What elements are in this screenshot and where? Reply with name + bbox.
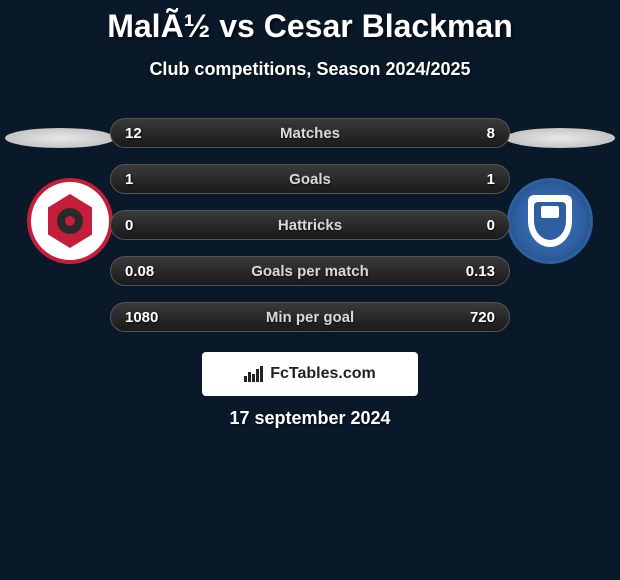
stat-row: 0.08 Goals per match 0.13 [110, 256, 510, 286]
team-badge-left [27, 178, 113, 264]
stat-right-value: 720 [445, 309, 495, 326]
stat-left-value: 0 [125, 217, 175, 234]
platform-left [5, 128, 115, 148]
subtitle: Club competitions, Season 2024/2025 [0, 59, 620, 80]
platform-right [505, 128, 615, 148]
stat-row: 1080 Min per goal 720 [110, 302, 510, 332]
stat-label: Matches [280, 125, 340, 142]
badge-left-shield-icon [48, 194, 92, 248]
stat-label: Goals per match [251, 263, 369, 280]
stat-right-value: 0 [445, 217, 495, 234]
stat-label: Hattricks [278, 217, 342, 234]
stat-left-value: 0.08 [125, 263, 175, 280]
stat-left-value: 1080 [125, 309, 175, 326]
badge-right-shield-icon [534, 202, 566, 240]
stat-label: Goals [289, 171, 331, 188]
stat-left-value: 1 [125, 171, 175, 188]
stat-right-value: 1 [445, 171, 495, 188]
watermark-text: FcTables.com [270, 365, 376, 383]
watermark: FcTables.com [202, 352, 418, 396]
stat-row: 0 Hattricks 0 [110, 210, 510, 240]
bar-chart-icon [244, 366, 264, 382]
stat-label: Min per goal [266, 309, 354, 326]
team-badge-right [507, 178, 593, 264]
badge-left-flower-icon [57, 208, 83, 234]
stat-left-value: 12 [125, 125, 175, 142]
stat-right-value: 8 [445, 125, 495, 142]
stat-row: 12 Matches 8 [110, 118, 510, 148]
page-title: MalÃ½ vs Cesar Blackman [0, 0, 620, 45]
date-text: 17 september 2024 [0, 408, 620, 429]
stat-right-value: 0.13 [445, 263, 495, 280]
badge-right-inner-icon [528, 195, 572, 247]
stats-table: 12 Matches 8 1 Goals 1 0 Hattricks 0 0.0… [110, 118, 510, 348]
stat-row: 1 Goals 1 [110, 164, 510, 194]
